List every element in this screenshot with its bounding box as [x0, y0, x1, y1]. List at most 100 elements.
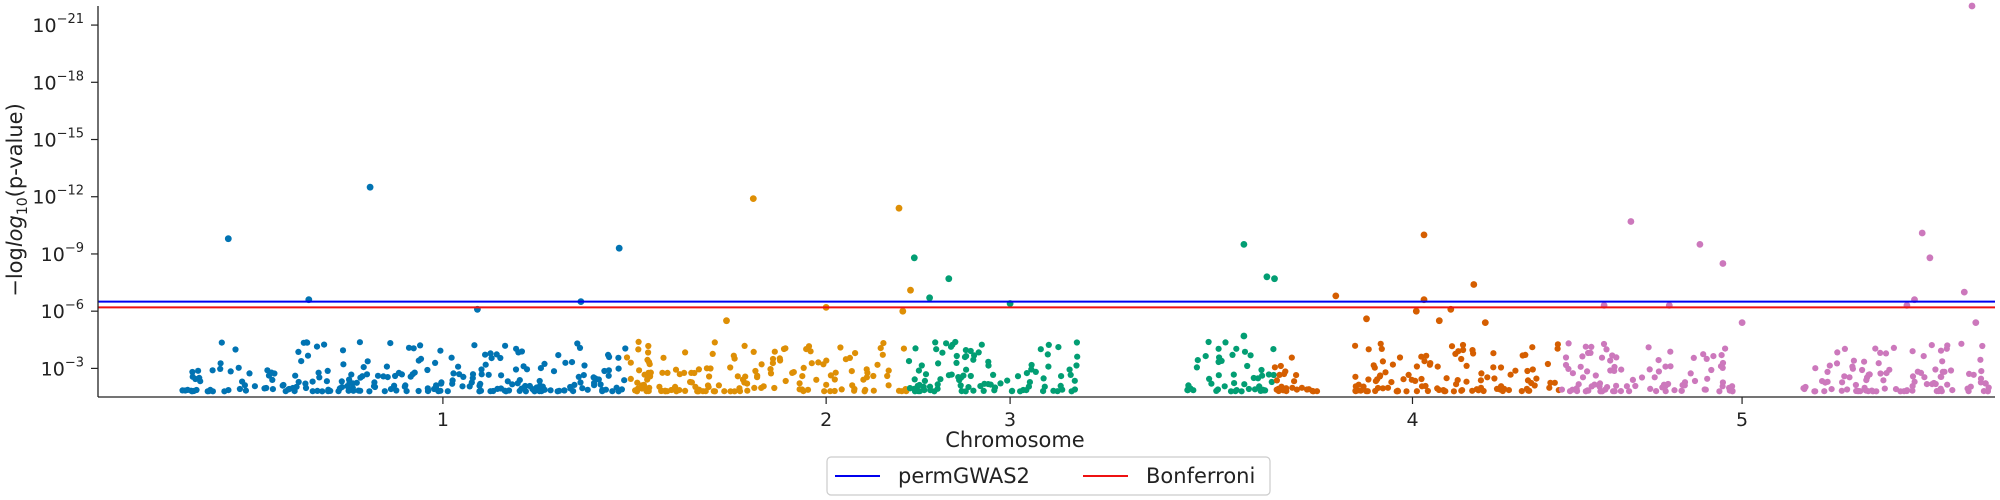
- data-point: [939, 350, 945, 356]
- data-point: [704, 365, 710, 371]
- y-tick-exponent: −21: [57, 12, 84, 27]
- data-point: [646, 388, 652, 394]
- data-point: [561, 387, 567, 393]
- data-point: [298, 358, 304, 364]
- data-point: [1216, 372, 1222, 378]
- data-point: [752, 368, 758, 374]
- data-point: [751, 349, 757, 355]
- data-point: [1501, 386, 1507, 392]
- data-point: [1632, 383, 1638, 389]
- data-point: [1585, 387, 1591, 393]
- data-point-significant: [1363, 315, 1370, 322]
- data-point: [1886, 367, 1892, 373]
- data-point: [1373, 378, 1379, 384]
- data-point: [384, 364, 390, 370]
- data-point: [1859, 367, 1865, 373]
- data-point: [445, 388, 451, 394]
- y-tick-exponent: −15: [57, 127, 84, 142]
- data-point: [432, 360, 438, 366]
- data-point: [1591, 382, 1597, 388]
- data-point-significant: [1961, 289, 1968, 296]
- data-point: [340, 347, 346, 353]
- data-point: [1046, 342, 1052, 348]
- data-point: [1842, 346, 1848, 352]
- data-point: [527, 383, 533, 389]
- data-point: [210, 367, 216, 373]
- data-point: [923, 371, 929, 377]
- data-point: [1378, 341, 1384, 347]
- data-point: [922, 378, 928, 384]
- data-point: [862, 388, 868, 394]
- data-point: [1863, 388, 1869, 394]
- data-point: [577, 379, 583, 385]
- data-point: [935, 381, 941, 387]
- data-point: [486, 372, 492, 378]
- data-point: [886, 382, 892, 388]
- data-point: [1458, 356, 1464, 362]
- data-point: [1041, 375, 1047, 381]
- data-point: [1599, 355, 1605, 361]
- data-point: [1979, 343, 1985, 349]
- data-point: [408, 374, 414, 380]
- data-point: [324, 378, 330, 384]
- data-point: [1834, 360, 1840, 366]
- data-point: [1484, 374, 1490, 380]
- data-point: [217, 366, 223, 372]
- data-point: [1827, 363, 1833, 369]
- data-point: [1678, 388, 1684, 394]
- data-point: [958, 382, 964, 388]
- data-point: [1607, 367, 1613, 373]
- data-point: [616, 366, 622, 372]
- data-point: [832, 376, 838, 382]
- data-point: [721, 388, 727, 394]
- data-point: [1352, 343, 1358, 349]
- data-point: [449, 355, 455, 361]
- data-point: [195, 368, 201, 374]
- data-point: [1252, 386, 1258, 392]
- data-point-significant: [225, 235, 232, 242]
- data-point: [1231, 380, 1237, 386]
- data-point: [1639, 374, 1645, 380]
- data-point: [731, 353, 737, 359]
- data-point: [1722, 346, 1728, 352]
- data-point: [1228, 388, 1234, 394]
- data-point: [325, 388, 331, 394]
- data-point: [878, 345, 884, 351]
- data-point: [450, 377, 456, 383]
- data-point: [901, 346, 907, 352]
- data-point: [968, 373, 974, 379]
- data-point-significant: [750, 195, 757, 202]
- data-point-significant: [896, 205, 903, 212]
- data-point: [1470, 350, 1476, 356]
- data-point: [1414, 388, 1420, 394]
- data-point: [1978, 379, 1984, 385]
- data-point: [691, 370, 697, 376]
- data-point: [295, 349, 301, 355]
- y-tick-label: 10−18: [32, 69, 84, 94]
- data-point: [622, 345, 628, 351]
- data-point: [513, 366, 519, 372]
- data-point: [1704, 356, 1710, 362]
- data-point: [1418, 376, 1424, 382]
- data-point: [1390, 362, 1396, 368]
- data-point: [1463, 379, 1469, 385]
- data-point: [599, 387, 605, 393]
- data-point: [207, 387, 213, 393]
- data-point: [1293, 372, 1299, 378]
- data-point: [1864, 374, 1870, 380]
- data-point: [1910, 348, 1916, 354]
- data-point: [864, 370, 870, 376]
- data-point: [1861, 359, 1867, 365]
- data-point: [1977, 357, 1983, 363]
- data-point-significant: [1927, 254, 1934, 261]
- data-point: [221, 388, 227, 394]
- data-point: [988, 382, 994, 388]
- data-point: [425, 388, 431, 394]
- data-point: [355, 388, 361, 394]
- data-point: [1855, 388, 1861, 394]
- data-point: [1282, 368, 1288, 374]
- data-point: [1072, 386, 1078, 392]
- data-point: [621, 377, 627, 383]
- data-point: [851, 388, 857, 394]
- data-point: [237, 386, 243, 392]
